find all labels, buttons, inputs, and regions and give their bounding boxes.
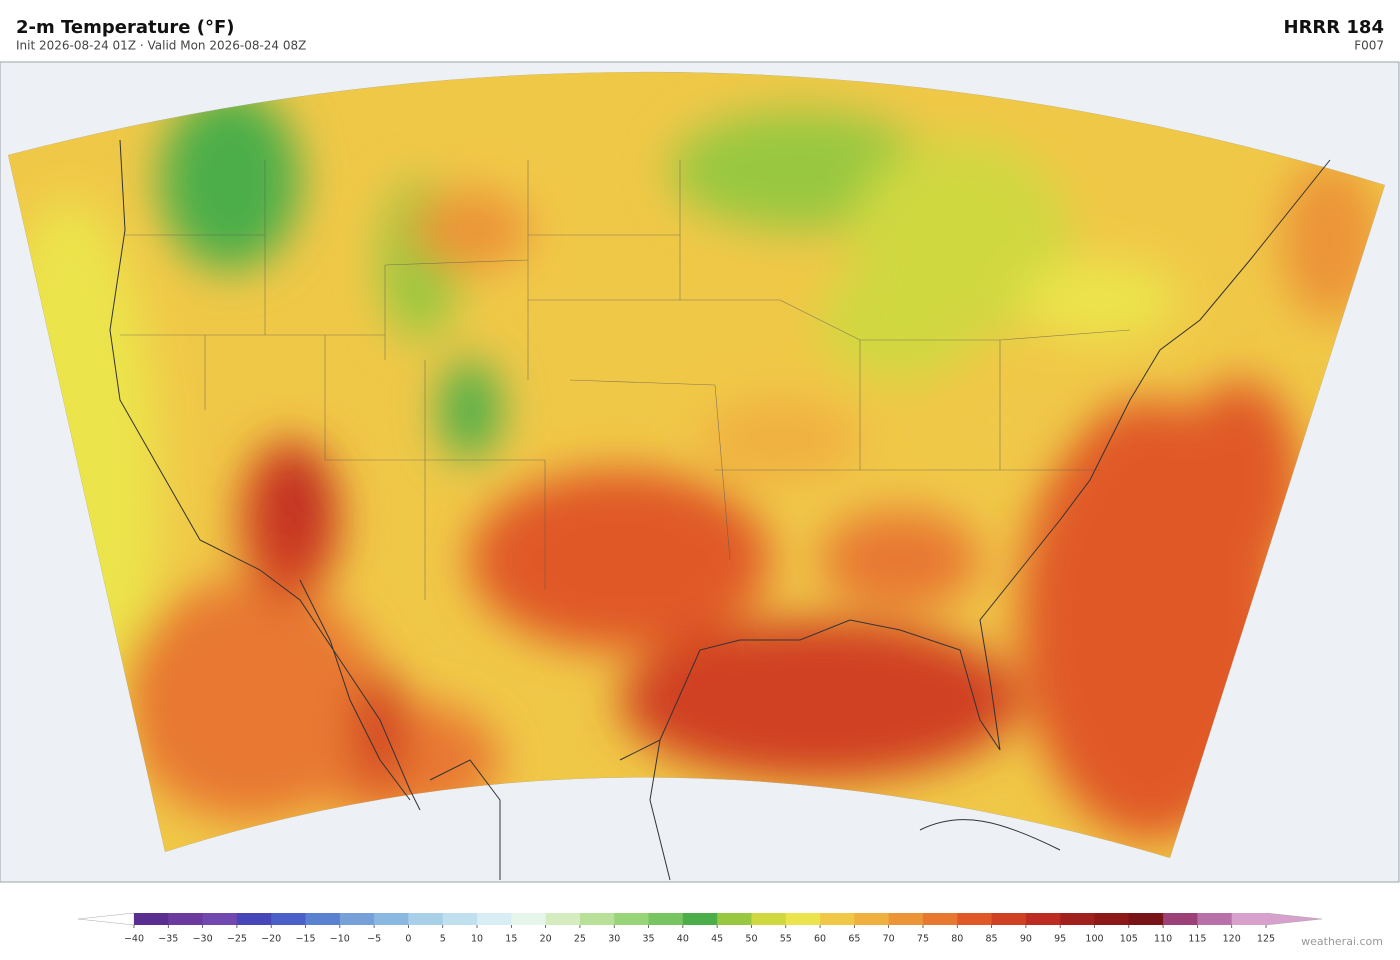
model-name: HRRR 184	[1284, 17, 1385, 38]
colorbar-tick-label: 25	[574, 934, 586, 945]
colorbar-tick-label: 30	[608, 934, 620, 945]
forecast-hour: F007	[1354, 39, 1384, 53]
colorbar-segment	[991, 913, 1027, 925]
colorbar-tick-label: 90	[1020, 934, 1032, 945]
colorbar-segment	[922, 913, 958, 925]
colorbar-tick-label: 15	[505, 934, 517, 945]
colorbar-tick-label: 40	[677, 934, 689, 945]
colorbar-segment	[374, 913, 409, 925]
colorbar-tick-label: 105	[1120, 934, 1138, 945]
colorbar-tick-label: 70	[883, 934, 895, 945]
colorbar-tick-label: 80	[951, 934, 963, 945]
temperature-region	[700, 400, 860, 480]
colorbar-segment	[785, 913, 821, 925]
colorbar-over	[1265, 912, 1323, 926]
colorbar-tick-label: −20	[261, 934, 281, 945]
colorbar: −40 −35 −30 −25 −20 −15 −10 −5 0 5 10 15 20 25 30 35 40 4…	[77, 912, 1323, 945]
colorbar-segment	[202, 913, 238, 925]
colorbar-segment	[408, 913, 444, 925]
colorbar-segment	[957, 913, 993, 925]
colorbar-segment	[305, 913, 341, 925]
colorbar-segment	[236, 913, 272, 925]
colorbar-tick-label: 95	[1054, 934, 1066, 945]
colorbar-segment	[1231, 913, 1267, 925]
temperature-region	[355, 670, 405, 790]
colorbar-segment	[854, 913, 890, 925]
colorbar-segment	[614, 913, 650, 925]
colorbar-segment	[579, 913, 615, 925]
temperature-region	[280, 450, 320, 550]
colorbar-tick-label: 10	[471, 934, 483, 945]
temperature-region	[410, 190, 530, 270]
colorbar-segment	[511, 913, 547, 925]
colorbar-tick-label: −30	[193, 934, 213, 945]
colorbar-tick-label: 20	[540, 934, 552, 945]
colorbar-tick-label: 0	[405, 934, 411, 945]
colorbar-tick-label: −15	[295, 934, 315, 945]
colorbar-tick-label: −25	[227, 934, 247, 945]
title: 2-m Temperature (°F)	[16, 17, 235, 38]
colorbar-tick-label: 35	[642, 934, 654, 945]
colorbar-tick-label: 100	[1085, 934, 1103, 945]
colorbar-segment	[134, 913, 169, 925]
colorbar-segment	[168, 913, 204, 925]
colorbar-segment	[1025, 913, 1061, 925]
colorbar-segment	[648, 913, 684, 925]
colorbar-segment	[1128, 913, 1164, 925]
colorbar-segment	[1163, 913, 1198, 925]
colorbar-segment	[1060, 913, 1095, 925]
colorbar-segment	[442, 913, 478, 925]
temperature-region	[440, 360, 500, 460]
colorbar-segment	[717, 913, 752, 925]
colorbar-segment	[477, 913, 512, 925]
colorbar-tick-label: 45	[711, 934, 723, 945]
colorbar-tick-label: 115	[1188, 934, 1206, 945]
state-borders	[120, 160, 1131, 600]
colorbar-segment	[271, 913, 307, 925]
colorbar-tick-label: −5	[367, 934, 381, 945]
colorbar-tick-label: −35	[158, 934, 178, 945]
colorbar-tick-label: 5	[440, 934, 446, 945]
colorbar-tick-label: 65	[848, 934, 860, 945]
colorbar-segment	[545, 913, 581, 925]
temperature-region	[160, 90, 300, 270]
colorbar-tick-label: 60	[814, 934, 826, 945]
colorbar-segment	[751, 913, 787, 925]
colorbar-tick-label: 110	[1154, 934, 1172, 945]
colorbar-under	[77, 912, 135, 926]
credit: weatherai.com	[1301, 935, 1383, 948]
subtitle: Init 2026-08-24 01Z · Valid Mon 2026-08-…	[16, 39, 306, 53]
colorbar-tick-label: −40	[124, 934, 144, 945]
colorbar-tick-label: −10	[330, 934, 350, 945]
colorbar-tick-label: 75	[917, 934, 929, 945]
temperature-region	[1180, 380, 1300, 580]
temperature-region	[820, 260, 980, 380]
temperature-region	[1020, 260, 1180, 340]
coastlines	[109, 139, 1331, 881]
temperature-region	[470, 470, 770, 650]
temperature-region	[820, 510, 980, 610]
colorbar-tick-label: 55	[780, 934, 792, 945]
colorbar-segment	[339, 913, 375, 925]
temperature-field	[8, 71, 1385, 858]
colorbar-tick-label: 125	[1257, 934, 1275, 945]
temperature-region	[620, 620, 1020, 780]
colorbar-tick-label: 85	[986, 934, 998, 945]
colorbar-segment	[1197, 913, 1233, 925]
colorbar-segment	[682, 913, 718, 925]
colorbar-segment	[1094, 913, 1130, 925]
colorbar-tick-label: 120	[1223, 934, 1241, 945]
colorbar-segment	[820, 913, 855, 925]
colorbar-segment	[888, 913, 924, 925]
colorbar-tick-label: 50	[745, 934, 757, 945]
